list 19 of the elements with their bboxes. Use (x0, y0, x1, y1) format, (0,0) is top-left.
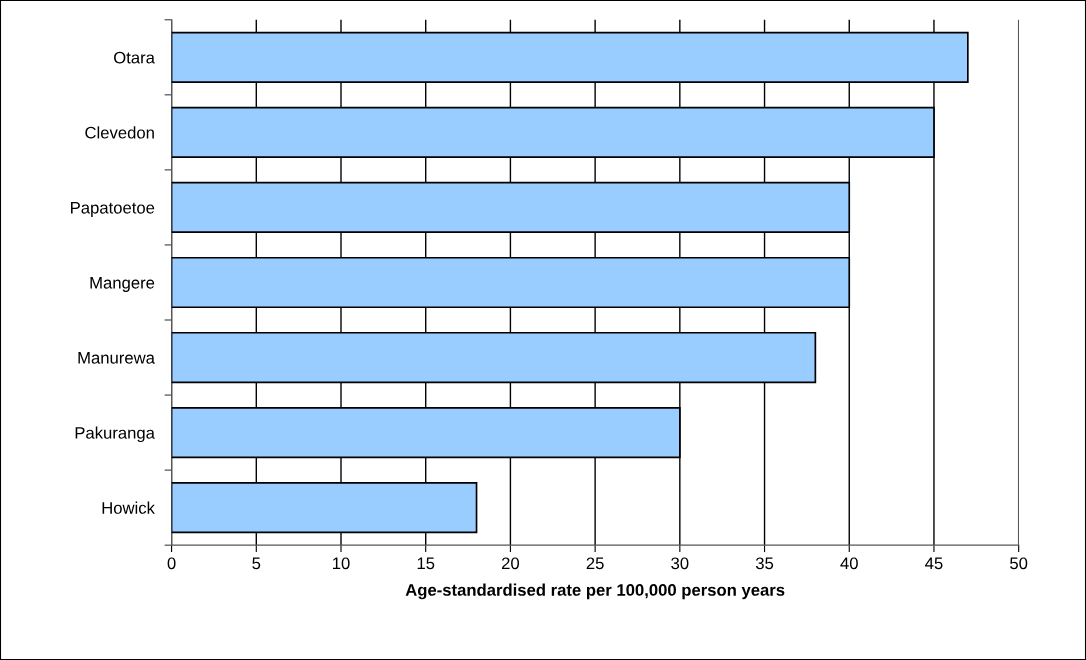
x-tick-label: 50 (1010, 557, 1028, 570)
x-axis-title: Age-standardised rate per 100,000 person years (405, 583, 785, 600)
x-tick-label: 15 (417, 557, 435, 570)
y-tick-label: Manurewa (78, 352, 155, 364)
x-tick-label: 30 (671, 557, 689, 570)
x-tick-label: 10 (333, 557, 350, 570)
y-tick-label: Mangere (90, 277, 155, 292)
x-tick-label: 5 (252, 557, 261, 570)
x-tick-label: 20 (501, 557, 520, 570)
x-tick-label: 40 (840, 557, 858, 570)
x-tick-label: 35 (755, 557, 774, 570)
y-tick-label: Pakuranga (75, 426, 155, 443)
x-tick-label: 45 (925, 557, 943, 570)
y-tick-label: Papatoetoe (71, 202, 155, 217)
y-tick-label: Clevedon (85, 126, 154, 139)
y-tick-label: Otara (114, 51, 155, 64)
y-tick-label: Howick (102, 501, 155, 514)
x-tick-label: 0 (167, 557, 176, 570)
x-tick-label: 25 (586, 557, 604, 570)
